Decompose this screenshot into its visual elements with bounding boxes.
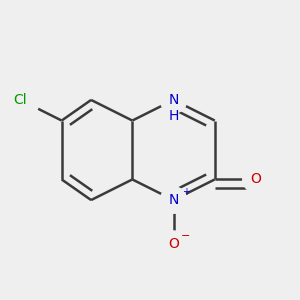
Text: H: H	[168, 109, 179, 123]
Circle shape	[160, 87, 187, 113]
Text: −: −	[181, 231, 190, 241]
Text: N: N	[168, 93, 179, 107]
Circle shape	[160, 231, 187, 257]
Text: O: O	[168, 237, 179, 251]
Text: N: N	[168, 193, 179, 207]
Circle shape	[160, 187, 187, 213]
Text: O: O	[250, 172, 261, 186]
Circle shape	[1, 81, 40, 119]
Text: Cl: Cl	[14, 93, 27, 107]
Text: +: +	[182, 187, 190, 197]
Circle shape	[243, 166, 269, 193]
